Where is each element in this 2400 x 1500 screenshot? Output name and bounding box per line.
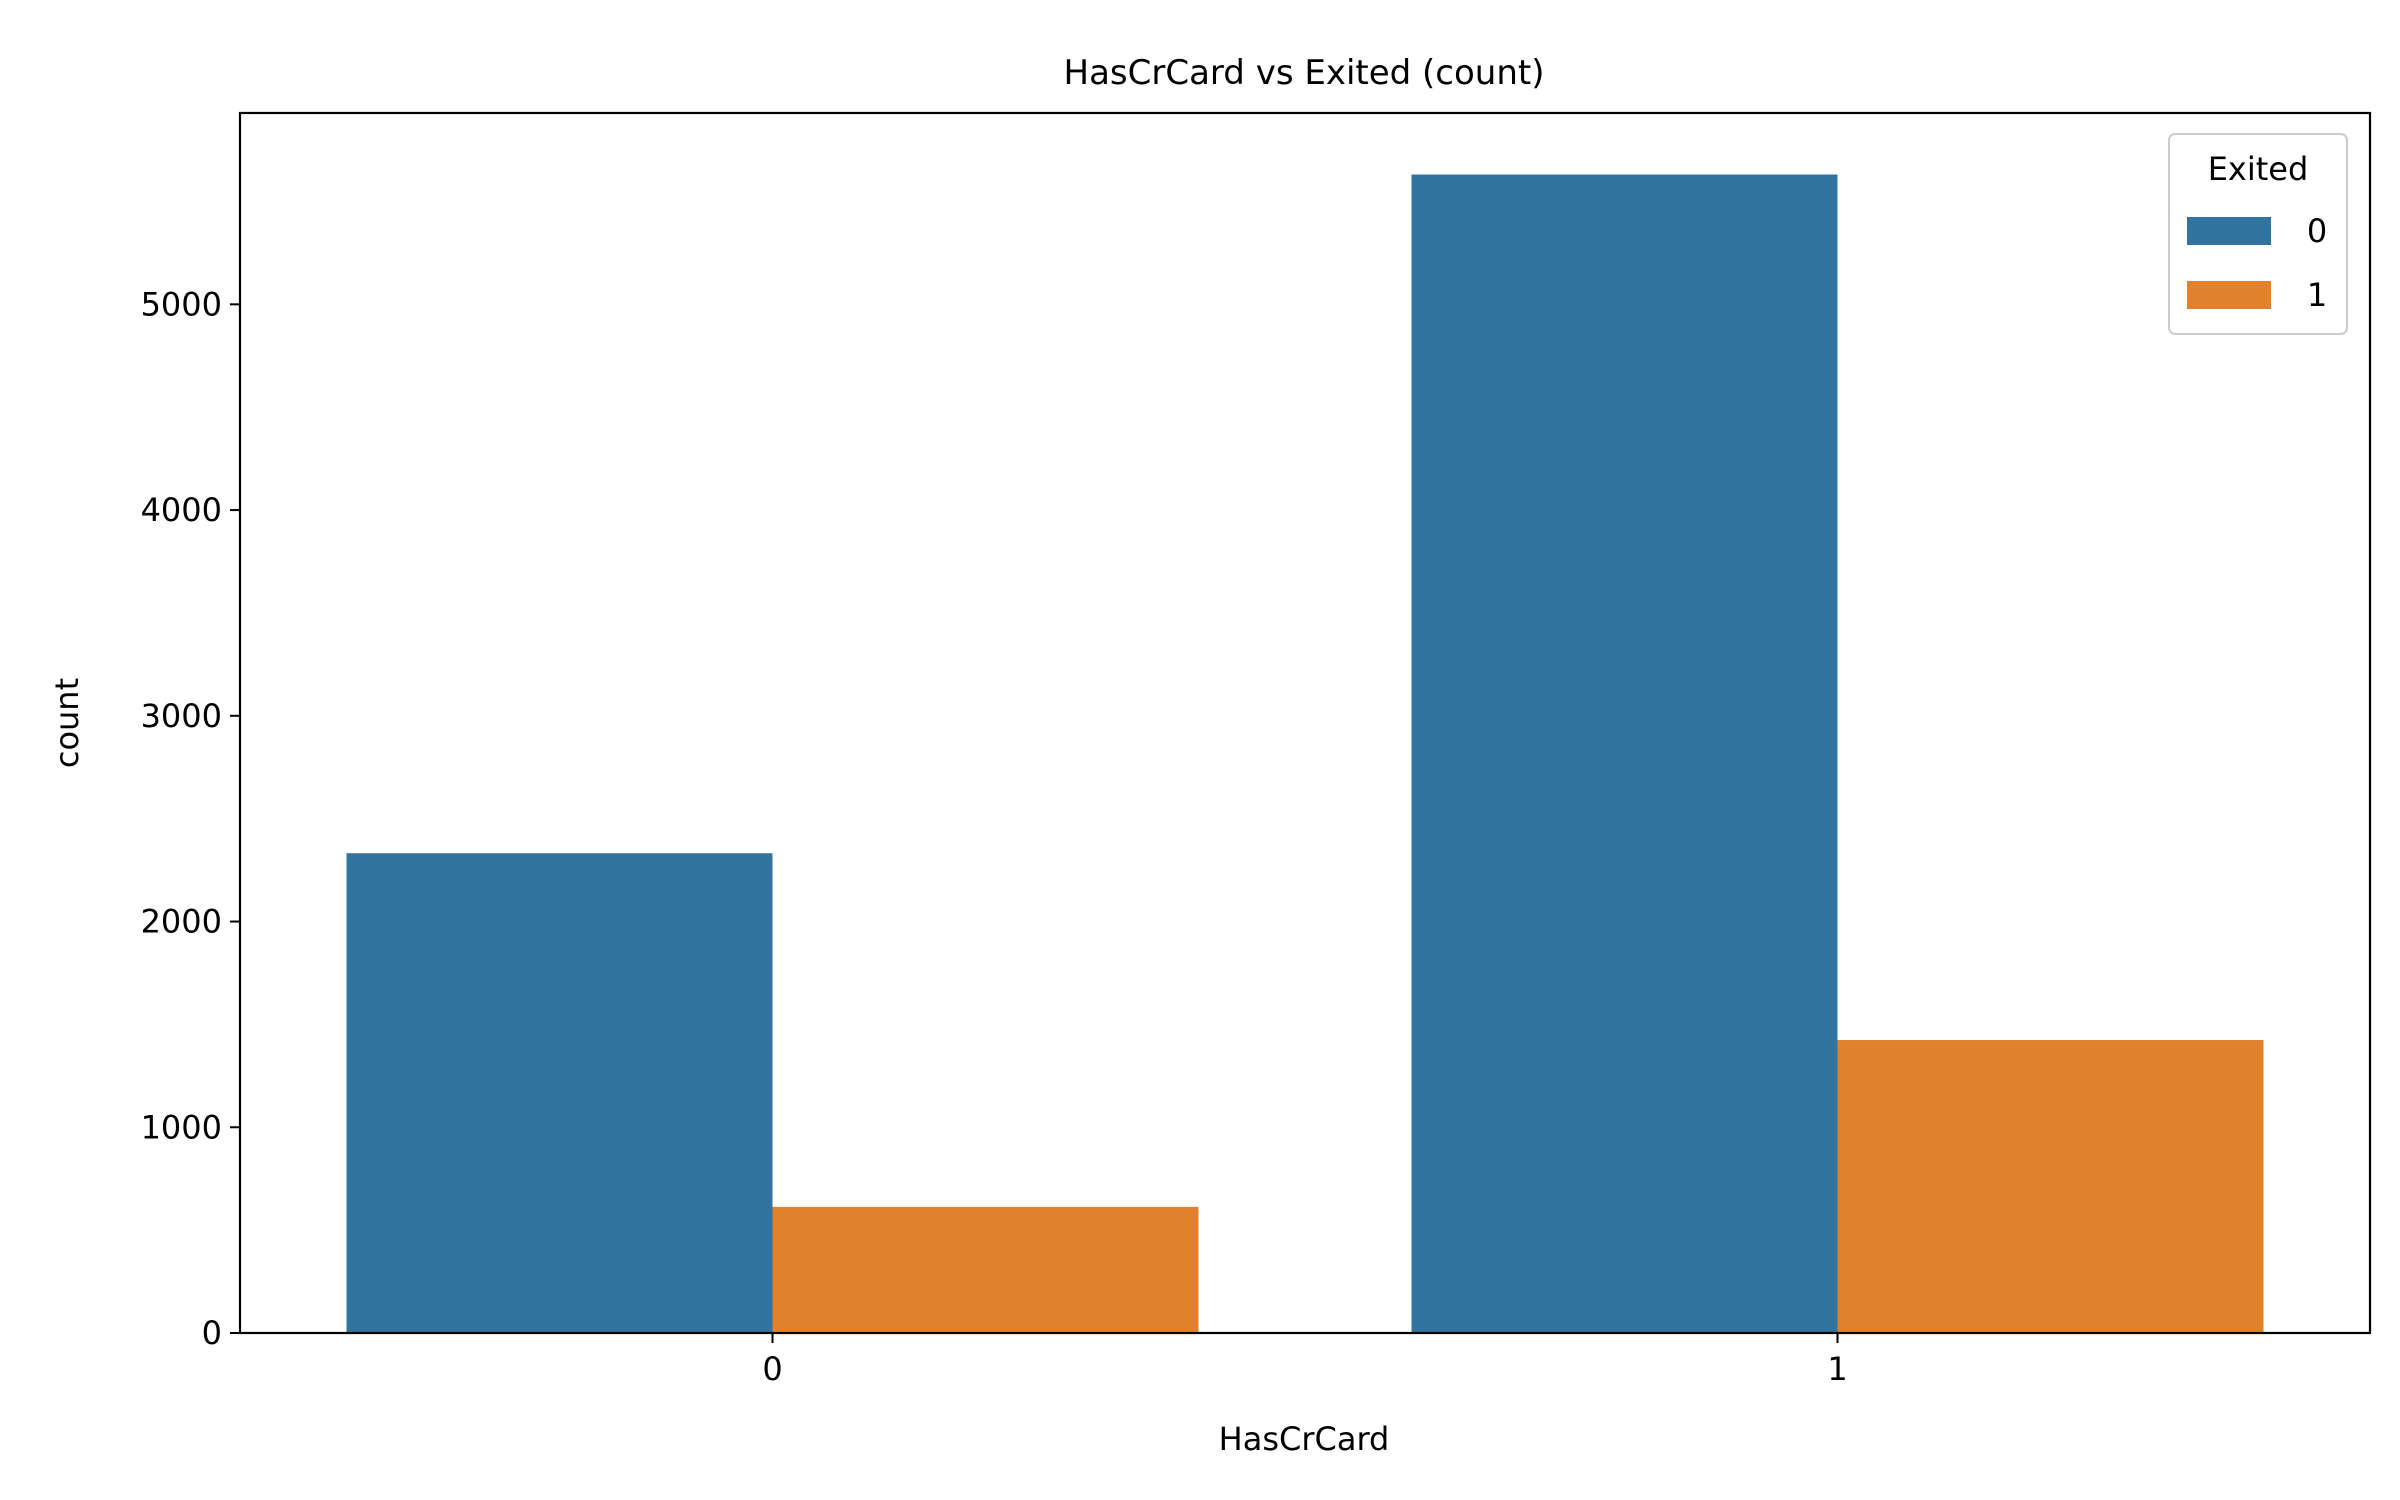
legend: Exited 0 1 (2168, 133, 2348, 335)
x-axis-label: HasCrCard (1219, 1420, 1390, 1458)
bar-hascrcard-1-exited-1 (1837, 1040, 2264, 1333)
legend-label-exited-1: 1 (2307, 276, 2327, 314)
legend-swatch-exited-1 (2187, 281, 2271, 309)
y-tick-label: 1000 (141, 1108, 222, 1146)
y-tick-label: 2000 (141, 903, 222, 941)
y-tick-label: 0 (202, 1314, 222, 1352)
plot-frame (238, 111, 2372, 1335)
bar-hascrcard-1-exited-0 (1411, 174, 1838, 1334)
y-axis: 0 1000 2000 3000 4000 5000 (141, 285, 240, 1352)
y-tick-label: 3000 (141, 697, 222, 735)
y-tick-label: 5000 (141, 285, 222, 323)
legend-title: Exited (2208, 150, 2309, 188)
legend-label-exited-0: 0 (2307, 212, 2327, 250)
bar-hascrcard-0-exited-1 (772, 1206, 1199, 1333)
legend-swatch-exited-0 (2187, 217, 2271, 245)
x-tick-label: 0 (762, 1350, 782, 1388)
chart-title: HasCrCard vs Exited (count) (1064, 53, 1545, 93)
y-axis-label: count (48, 678, 86, 768)
y-tick-label: 4000 (141, 491, 222, 529)
bar-hascrcard-0-exited-0 (346, 853, 773, 1333)
bars-layer (346, 174, 2264, 1334)
x-tick-label: 1 (1827, 1350, 1847, 1388)
